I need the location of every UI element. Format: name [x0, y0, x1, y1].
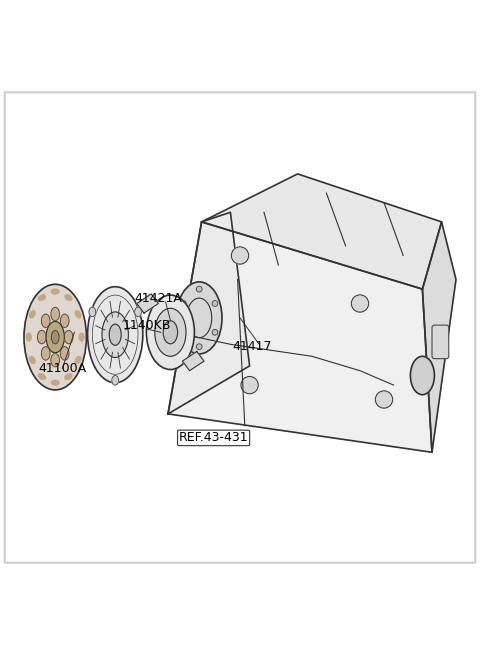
Ellipse shape	[51, 330, 59, 344]
Ellipse shape	[109, 324, 121, 345]
Ellipse shape	[135, 307, 142, 317]
Ellipse shape	[75, 356, 81, 364]
Ellipse shape	[89, 307, 96, 317]
Circle shape	[241, 377, 258, 394]
Ellipse shape	[51, 289, 59, 294]
Ellipse shape	[146, 295, 194, 369]
Polygon shape	[168, 212, 250, 414]
Ellipse shape	[65, 295, 72, 301]
Text: 41100A: 41100A	[38, 362, 86, 375]
Polygon shape	[202, 174, 442, 289]
Ellipse shape	[51, 354, 60, 367]
Ellipse shape	[41, 314, 50, 328]
Ellipse shape	[24, 284, 86, 390]
Ellipse shape	[51, 307, 60, 321]
Ellipse shape	[38, 374, 46, 379]
Circle shape	[196, 344, 202, 350]
Ellipse shape	[65, 374, 72, 379]
Circle shape	[375, 391, 393, 408]
Polygon shape	[168, 222, 432, 453]
Text: 41421A: 41421A	[134, 292, 182, 305]
Ellipse shape	[64, 330, 73, 344]
Circle shape	[212, 301, 218, 307]
Ellipse shape	[163, 321, 178, 344]
Polygon shape	[422, 222, 456, 453]
Ellipse shape	[60, 314, 69, 328]
Ellipse shape	[155, 309, 186, 356]
Ellipse shape	[26, 333, 31, 341]
Circle shape	[231, 247, 249, 264]
Ellipse shape	[87, 287, 143, 383]
Ellipse shape	[51, 381, 59, 385]
Text: REF.43-431: REF.43-431	[179, 432, 249, 444]
Text: 1140KB: 1140KB	[122, 318, 170, 331]
Circle shape	[351, 295, 369, 312]
FancyBboxPatch shape	[432, 325, 449, 359]
Circle shape	[196, 286, 202, 292]
Ellipse shape	[37, 330, 46, 344]
Polygon shape	[137, 294, 158, 313]
Ellipse shape	[29, 356, 35, 364]
Circle shape	[212, 329, 218, 335]
Ellipse shape	[46, 322, 64, 352]
Ellipse shape	[112, 375, 119, 385]
Ellipse shape	[38, 295, 46, 301]
Ellipse shape	[79, 333, 84, 341]
Ellipse shape	[410, 356, 434, 395]
Ellipse shape	[176, 282, 222, 354]
Ellipse shape	[102, 312, 128, 358]
Ellipse shape	[29, 310, 35, 318]
Ellipse shape	[75, 310, 81, 318]
Ellipse shape	[60, 346, 69, 360]
Ellipse shape	[41, 346, 50, 360]
Text: 41417: 41417	[232, 340, 272, 353]
Circle shape	[180, 329, 186, 335]
Circle shape	[180, 301, 186, 307]
Polygon shape	[182, 352, 204, 371]
